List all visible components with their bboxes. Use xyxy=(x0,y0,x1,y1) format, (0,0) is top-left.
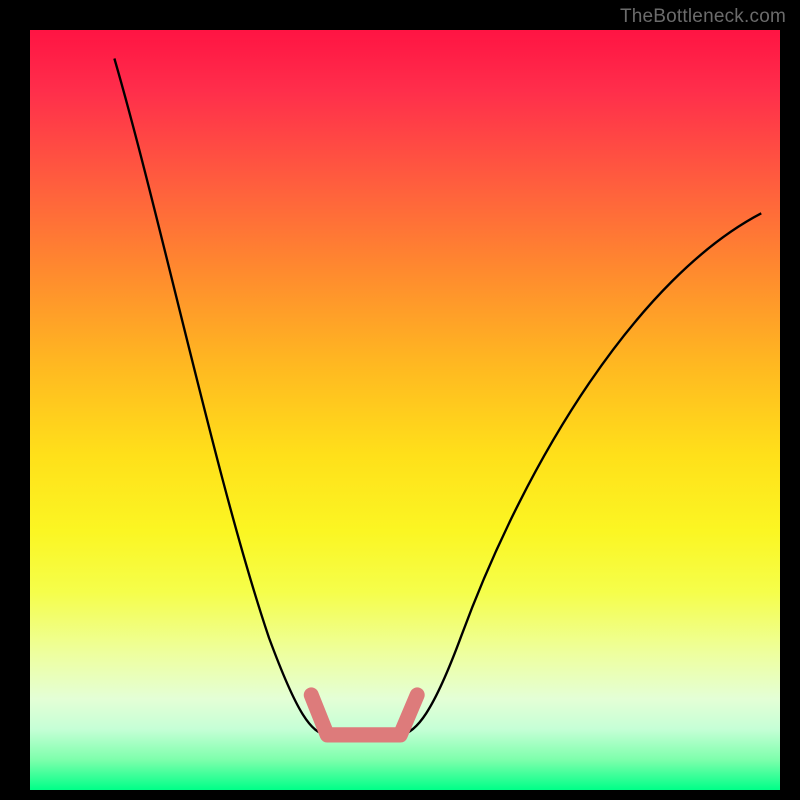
chart-plot-area xyxy=(30,30,780,790)
optimal-range-marker xyxy=(311,695,417,735)
watermark-text: TheBottleneck.com xyxy=(620,6,786,28)
bottleneck-curve xyxy=(114,59,761,735)
chart-svg xyxy=(30,30,780,790)
